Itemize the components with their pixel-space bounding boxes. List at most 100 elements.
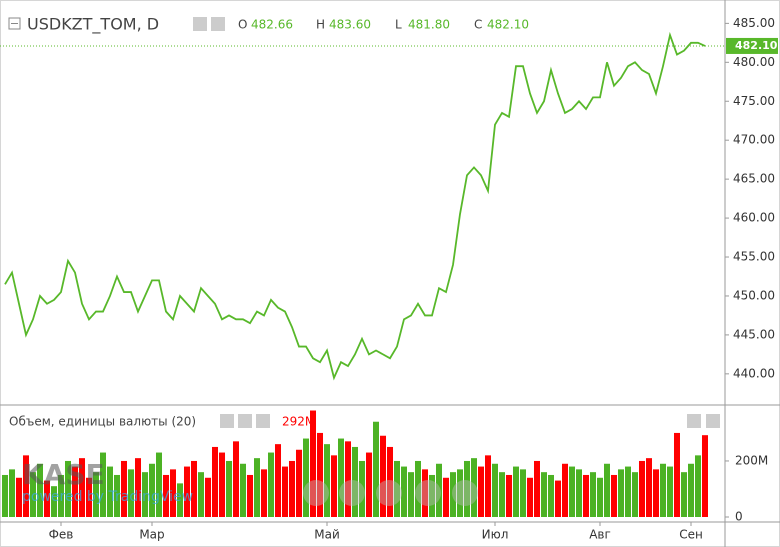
volume-bar — [478, 466, 484, 517]
volume-bar — [660, 463, 666, 517]
vol-format-button[interactable] — [238, 414, 252, 428]
volume-bar — [2, 474, 8, 517]
volume-bar — [457, 469, 463, 517]
y-tick-label: 465.00 — [733, 172, 775, 186]
volume-bar — [121, 460, 127, 517]
nav-button[interactable] — [303, 480, 329, 506]
last-price-box — [726, 37, 778, 54]
volume-bar — [702, 435, 708, 517]
nav-button[interactable] — [376, 480, 402, 506]
volume-bar — [65, 460, 71, 517]
volume-bar — [520, 469, 526, 517]
x-tick-label: Фев — [49, 528, 74, 542]
volume-bar — [506, 474, 512, 517]
volume-bar — [163, 474, 169, 517]
volume-bar — [184, 466, 190, 517]
volume-bar — [233, 441, 239, 517]
volume-bar — [86, 477, 92, 517]
settings-button[interactable] — [193, 17, 207, 31]
collapse-button[interactable] — [8, 17, 21, 30]
volume-bar — [170, 469, 176, 517]
volume-bar — [51, 486, 57, 517]
nav-button[interactable] — [339, 480, 365, 506]
pane-down-button[interactable] — [706, 414, 720, 428]
volume-last: 292M — [282, 415, 315, 429]
volume-bar — [23, 455, 29, 517]
ohlc-key: C — [474, 18, 482, 32]
volume-bar — [597, 477, 603, 517]
volume-bar — [324, 444, 330, 517]
volume-bar — [93, 472, 99, 517]
volume-bar — [450, 472, 456, 517]
volume-bar — [625, 466, 631, 517]
volume-bar — [653, 469, 659, 517]
volume-bar — [317, 432, 323, 517]
volume-bar — [380, 435, 386, 517]
nav-button[interactable] — [452, 480, 478, 506]
volume-bar — [583, 474, 589, 517]
volume-bar — [114, 474, 120, 517]
marks — [0, 31, 725, 517]
x-tick-label: Июл — [482, 528, 509, 542]
volume-bar — [667, 466, 673, 517]
vol-settings-button[interactable] — [220, 414, 234, 428]
volume-bar — [219, 452, 225, 517]
volume-bar — [282, 466, 288, 517]
ohlc-value: 482.66 — [251, 18, 293, 32]
volume-bar — [44, 480, 50, 517]
volume-bar — [471, 458, 477, 517]
volume-bar — [527, 477, 533, 517]
volume-bar — [632, 472, 638, 517]
ohlc-value: 483.60 — [329, 18, 371, 32]
volume-bar — [37, 463, 43, 517]
volume-bar — [485, 455, 491, 517]
watermark: KASE — [22, 458, 105, 491]
volume-bar — [464, 460, 470, 517]
volume-bar — [548, 474, 554, 517]
volume-bar — [590, 472, 596, 517]
volume-bar — [79, 458, 85, 517]
y-tick-label: 455.00 — [733, 250, 775, 264]
y-tick-label: 470.00 — [733, 133, 775, 147]
nav-button[interactable] — [415, 480, 441, 506]
x-tick-label: Мар — [139, 528, 164, 542]
pane-up-button[interactable] — [687, 414, 701, 428]
volume-bar — [58, 474, 64, 517]
volume-bar — [695, 455, 701, 517]
volume-bar — [562, 463, 568, 517]
volume-bar — [373, 421, 379, 517]
volume-bar — [261, 469, 267, 517]
volume-bar — [604, 463, 610, 517]
volume-bar — [576, 469, 582, 517]
volume-bar — [422, 469, 428, 517]
volume-bar — [394, 460, 400, 517]
volume-bar — [191, 460, 197, 517]
volume-bar — [100, 452, 106, 517]
ohlc-value: 482.10 — [487, 18, 529, 32]
format-button[interactable] — [211, 17, 225, 31]
volume-bar — [72, 466, 78, 517]
volume-bar — [142, 472, 148, 517]
volume-bar — [415, 460, 421, 517]
volume-bar — [436, 463, 442, 517]
volume-bar — [646, 458, 652, 517]
volume-bar — [107, 466, 113, 517]
vol-close-button[interactable] — [256, 414, 270, 428]
volume-bar — [443, 477, 449, 517]
volume-bar — [9, 469, 15, 517]
volume-bar — [492, 463, 498, 517]
y-tick-label: 440.00 — [733, 366, 775, 380]
volume-title: Объем, единицы валюты (20) — [9, 415, 196, 429]
volume-bar — [254, 458, 260, 517]
volume-bar — [359, 460, 365, 517]
volume-bar — [135, 458, 141, 517]
volume-bar — [499, 472, 505, 517]
volume-bar — [639, 460, 645, 517]
volume-bar — [366, 452, 372, 517]
volume-bar — [303, 438, 309, 517]
volume-bar — [296, 449, 302, 517]
volume-bar — [331, 455, 337, 517]
volume-bar — [408, 472, 414, 517]
